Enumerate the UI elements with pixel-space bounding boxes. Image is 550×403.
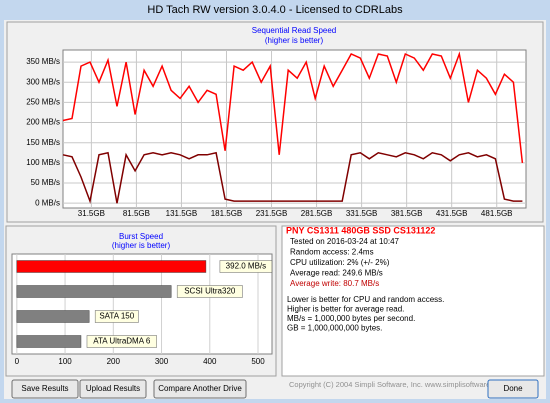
x-tick-label: 431.5GB <box>436 209 468 218</box>
info-panel <box>281 225 545 377</box>
label-box <box>176 285 243 298</box>
copyright: Copyright (C) 2004 Simpli Software, Inc.… <box>289 380 507 389</box>
info-note: Lower is better for CPU and random acces… <box>287 295 444 304</box>
info-line: Tested on 2016-03-24 at 10:47 <box>290 237 400 246</box>
chart-subtitle: (higher is better) <box>265 36 324 45</box>
info-line: CPU utilization: 2% (+/- 2%) <box>290 258 390 267</box>
x-tick-label: 181.5GB <box>211 209 243 218</box>
button-label[interactable]: Upload Results <box>86 384 140 393</box>
x-tick-label: 331.5GB <box>346 209 378 218</box>
x-tick-label: 131.5GB <box>166 209 198 218</box>
info-line: Average write: 80.7 MB/s <box>290 279 379 288</box>
button[interactable] <box>153 379 247 399</box>
x-tick-label: 200 <box>107 357 121 366</box>
bar <box>16 260 207 273</box>
label-box <box>219 260 273 273</box>
x-tick-label: 500 <box>251 357 265 366</box>
bar <box>16 285 172 298</box>
button[interactable] <box>79 379 147 399</box>
category-label: ATA UltraDMA 6 <box>93 337 151 346</box>
y-tick-label: 150 MB/s <box>26 138 60 147</box>
label-box <box>86 335 157 348</box>
button-label[interactable]: Compare Another Drive <box>158 384 242 393</box>
y-tick-label: 250 MB/s <box>26 98 60 107</box>
y-tick-label: 200 MB/s <box>26 118 60 127</box>
x-tick-label: 381.5GB <box>391 209 423 218</box>
bar <box>16 335 82 348</box>
chart-title: Sequential Read Speed <box>252 26 337 35</box>
x-tick-label: 100 <box>58 357 72 366</box>
bar <box>16 310 90 323</box>
x-tick-label: 400 <box>203 357 217 366</box>
x-tick-label: 31.5GB <box>78 209 105 218</box>
drive-name: PNY CS1311 480GB SSD CS131122 <box>286 225 435 235</box>
button-label[interactable]: Done <box>503 384 523 393</box>
y-tick-label: 100 MB/s <box>26 158 60 167</box>
y-tick-label: 350 MB/s <box>26 57 60 66</box>
series-line <box>62 51 524 163</box>
chart-subtitle: (higher is better) <box>112 241 171 250</box>
info-line: Average read: 249.6 MB/s <box>290 269 383 278</box>
read-plot <box>62 49 527 209</box>
x-tick-label: 481.5GB <box>481 209 513 218</box>
info-note: MB/s = 1,000,000 bytes per second. <box>287 314 415 323</box>
y-tick-label: 0 MB/s <box>35 198 60 207</box>
button[interactable] <box>487 379 539 399</box>
category-label: SATA 150 <box>99 312 134 321</box>
x-tick-label: 281.5GB <box>301 209 333 218</box>
x-tick-label: 0 <box>15 357 20 366</box>
category-label: SCSI Ultra320 <box>184 287 236 296</box>
window-title: HD Tach RW version 3.0.4.0 - Licensed to… <box>147 4 403 16</box>
value-label: 392.0 MB/s <box>226 262 266 271</box>
info-note: Higher is better for average read. <box>287 305 404 314</box>
info-note: GB = 1,000,000,000 bytes. <box>287 324 382 333</box>
chart-title: Burst Speed <box>119 232 163 241</box>
y-tick-label: 300 MB/s <box>26 77 60 86</box>
x-tick-label: 81.5GB <box>123 209 150 218</box>
label-box <box>94 310 139 323</box>
x-tick-label: 300 <box>155 357 169 366</box>
series-line <box>62 151 523 204</box>
y-tick-label: 50 MB/s <box>31 178 60 187</box>
x-tick-label: 231.5GB <box>256 209 288 218</box>
info-line: Random access: 2.4ms <box>290 248 374 257</box>
button[interactable] <box>11 379 79 399</box>
button-label[interactable]: Save Results <box>21 384 68 393</box>
